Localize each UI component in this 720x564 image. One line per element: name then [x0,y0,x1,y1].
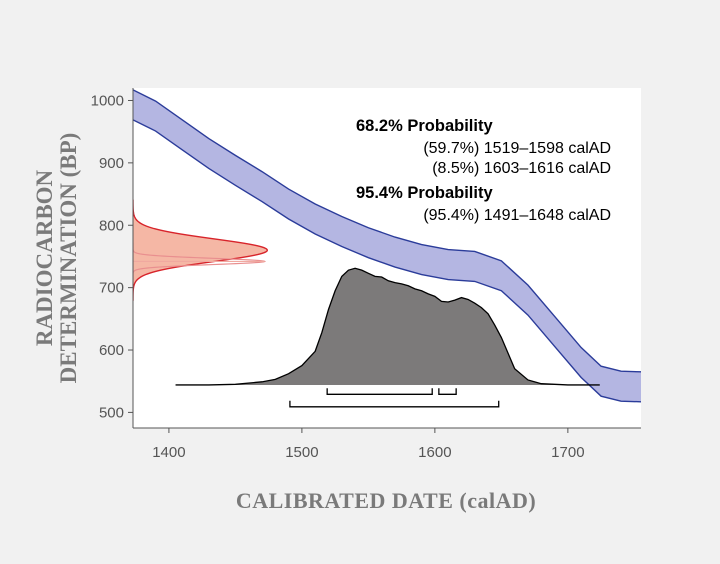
range-95-bracket-1 [289,400,500,408]
calibration-curve-group [133,89,641,403]
calibration-upper-line [133,89,641,373]
x-ticks: 1400 1500 1600 1700 [152,428,585,461]
x-tick-label: 1400 [152,444,185,461]
calibration-band [133,89,641,402]
x-tick-label: 1500 [285,444,318,461]
y-ticks: 500 600 700 800 900 1000 [91,92,133,421]
calibrated-distribution-group [175,267,600,386]
y-tick-label: 500 [99,404,124,421]
range-68-bracket-1 [326,388,433,395]
range-68-bracket-2 [438,388,457,395]
probability-annotation: 68.2% Probability (59.7%) 1519–1598 calA… [356,117,611,224]
radiocarbon-outline [133,199,269,301]
calibrated-distribution-outline [175,267,600,386]
radiocarbon-fill [133,199,268,301]
range-brackets-group [289,388,500,408]
y-tick-label: 600 [99,342,124,359]
y-axis-title-line2: DETERMINATION (BP) [56,133,81,384]
annotation-68-range-1: (59.7%) 1519–1598 calAD [423,140,611,157]
annotation-95-range-1: (95.4%) 1491–1648 calAD [423,207,611,224]
annotation-68-range-2: (8.5%) 1603–1616 calAD [432,160,611,177]
annotation-95-heading: 95.4% Probability [356,184,493,202]
x-tick-label: 1700 [551,444,584,461]
x-tick-label: 1600 [418,444,451,461]
y-tick-label: 800 [99,217,124,234]
calibrated-distribution-fill [175,268,600,385]
y-tick-label: 700 [99,280,124,297]
x-axis-title: CALIBRATED DATE (calAD) [236,488,536,513]
y-axis-title-line1: RADIOCARBON [32,169,57,346]
y-tick-label: 900 [99,155,124,172]
annotation-68-heading: 68.2% Probability [356,117,493,135]
calibration-lower-line [133,119,641,403]
y-tick-label: 1000 [91,92,124,109]
